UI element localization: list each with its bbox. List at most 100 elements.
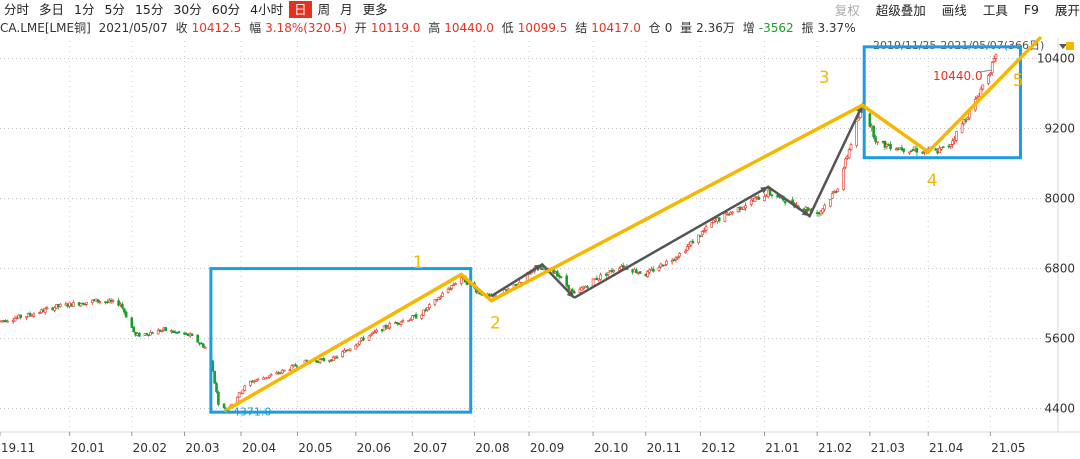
toolbar-right: 复权 超级叠加 画线 工具 F9 展开 bbox=[819, 0, 1080, 19]
candle-body bbox=[744, 205, 747, 209]
wave-line-4 bbox=[860, 103, 930, 154]
candle-body bbox=[90, 299, 94, 303]
candle-body bbox=[53, 307, 56, 311]
candle-body bbox=[586, 286, 589, 288]
timeframe-tab-5[interactable]: 30分 bbox=[173, 2, 202, 17]
candle-body bbox=[902, 148, 906, 152]
wave-line-5 bbox=[926, 36, 1042, 154]
draw-line-button[interactable]: 画线 bbox=[941, 3, 967, 18]
candle-body bbox=[433, 299, 437, 305]
candle-body bbox=[422, 309, 425, 316]
candle-body bbox=[130, 317, 134, 328]
high-annotation-pointer bbox=[979, 69, 993, 73]
timeframe-tab-2[interactable]: 1分 bbox=[74, 2, 95, 17]
low-annotation-pointer bbox=[225, 409, 233, 413]
candle-body bbox=[439, 296, 442, 299]
quote-date: 2021/05/07 bbox=[98, 21, 168, 35]
candle-body bbox=[362, 337, 365, 341]
candle-body bbox=[742, 206, 746, 210]
wave-line-3 bbox=[489, 103, 865, 303]
candle-body bbox=[151, 332, 154, 334]
tools-button[interactable]: 工具 bbox=[982, 3, 1008, 18]
x-tick-label: 20.06 bbox=[357, 441, 391, 455]
open-interest-value: 0 bbox=[664, 21, 673, 35]
candle-body bbox=[691, 240, 695, 244]
timeframe-tab-9[interactable]: 周 bbox=[317, 2, 331, 17]
candle-body bbox=[768, 189, 772, 196]
candle-body bbox=[290, 365, 294, 371]
quote-info-bar: CA.LME[LME铜] 2021/05/07 收 10412.5 幅 3.18%(… bbox=[0, 19, 1080, 37]
candle-body bbox=[665, 260, 668, 265]
x-tick-label: 20.04 bbox=[242, 441, 276, 455]
range-dropdown-icon[interactable] bbox=[1059, 44, 1067, 49]
candle-body bbox=[217, 391, 220, 405]
wave-line-2 bbox=[459, 272, 494, 303]
candle-body bbox=[64, 303, 68, 306]
timeframe-tab-8[interactable]: 日 bbox=[289, 1, 312, 18]
candle-body bbox=[571, 289, 574, 292]
x-tick-label: 19.11 bbox=[1, 441, 35, 455]
candle-body bbox=[834, 191, 838, 193]
candle-body bbox=[823, 204, 826, 210]
candle-body bbox=[700, 231, 704, 236]
candle-body bbox=[32, 313, 36, 317]
timeframe-tab-0[interactable]: 分时 bbox=[4, 2, 30, 17]
timeframe-tab-6[interactable]: 60分 bbox=[211, 2, 241, 17]
candle-body bbox=[514, 283, 518, 286]
candle-body bbox=[657, 267, 661, 271]
candle-body bbox=[13, 317, 17, 322]
candle-body bbox=[908, 151, 911, 154]
open-interest-label: 仓 bbox=[648, 21, 661, 35]
candle-body bbox=[921, 152, 924, 154]
candle-body bbox=[203, 346, 207, 349]
candle-body bbox=[407, 320, 410, 322]
timeframe-tab-1[interactable]: 多日 bbox=[39, 2, 65, 17]
candle-body bbox=[164, 327, 167, 331]
candle-body bbox=[117, 300, 120, 306]
candle-body bbox=[45, 307, 49, 310]
candle-body bbox=[318, 359, 322, 363]
candle-body bbox=[196, 334, 199, 343]
candle-body bbox=[704, 226, 708, 231]
settle-value: 10417.0 bbox=[591, 21, 641, 35]
candle-body bbox=[72, 302, 75, 307]
candle-body bbox=[266, 376, 269, 379]
candle-body bbox=[222, 403, 226, 408]
super-overlay-button[interactable]: 超级叠加 bbox=[875, 3, 926, 18]
timeframe-tab-3[interactable]: 5分 bbox=[104, 2, 125, 17]
timeframe-tab-4[interactable]: 15分 bbox=[134, 2, 164, 17]
amplitude-value: 3.37% bbox=[817, 21, 856, 35]
volume-value: 2.36万 bbox=[696, 21, 735, 35]
timeframe-tab-7[interactable]: 4小时 bbox=[250, 2, 284, 17]
timeframe-tab-11[interactable]: 更多 bbox=[362, 2, 388, 17]
timeframe-tab-10[interactable]: 月 bbox=[340, 2, 353, 17]
candle-body bbox=[829, 199, 832, 207]
expand-button[interactable]: 展开 bbox=[1054, 3, 1080, 18]
candle-body bbox=[699, 235, 702, 238]
x-tick-label: 20.02 bbox=[133, 441, 167, 455]
candle-body bbox=[753, 197, 757, 202]
candle-body bbox=[994, 54, 998, 59]
candle-body bbox=[58, 303, 62, 307]
f9-button[interactable]: F9 bbox=[1023, 2, 1039, 17]
candle-body bbox=[717, 217, 721, 222]
candle-body bbox=[821, 208, 825, 213]
candle-body bbox=[964, 120, 968, 122]
lock-icon[interactable] bbox=[1066, 42, 1074, 50]
candle-body bbox=[160, 329, 164, 332]
candle-body bbox=[685, 246, 689, 251]
candle-body bbox=[138, 332, 141, 337]
candle-body bbox=[435, 299, 439, 302]
timeframe-toolbar: 分时 多日 1分 5分 15分 30分 60分 4小时日周月更多 复权 超级叠加 画线 工具 … bbox=[0, 0, 1080, 19]
candle-body bbox=[256, 378, 260, 381]
candle-body bbox=[427, 304, 431, 309]
candle-body bbox=[806, 207, 810, 212]
increase-value: -3562 bbox=[758, 21, 794, 35]
candle-body bbox=[830, 193, 834, 199]
candle-body bbox=[731, 211, 734, 214]
y-tick-label: 4400 bbox=[1044, 402, 1075, 416]
high-value: 10440.0 bbox=[444, 21, 494, 35]
restore-rights-button[interactable]: 复权 bbox=[834, 3, 860, 18]
candle-body bbox=[446, 288, 450, 293]
